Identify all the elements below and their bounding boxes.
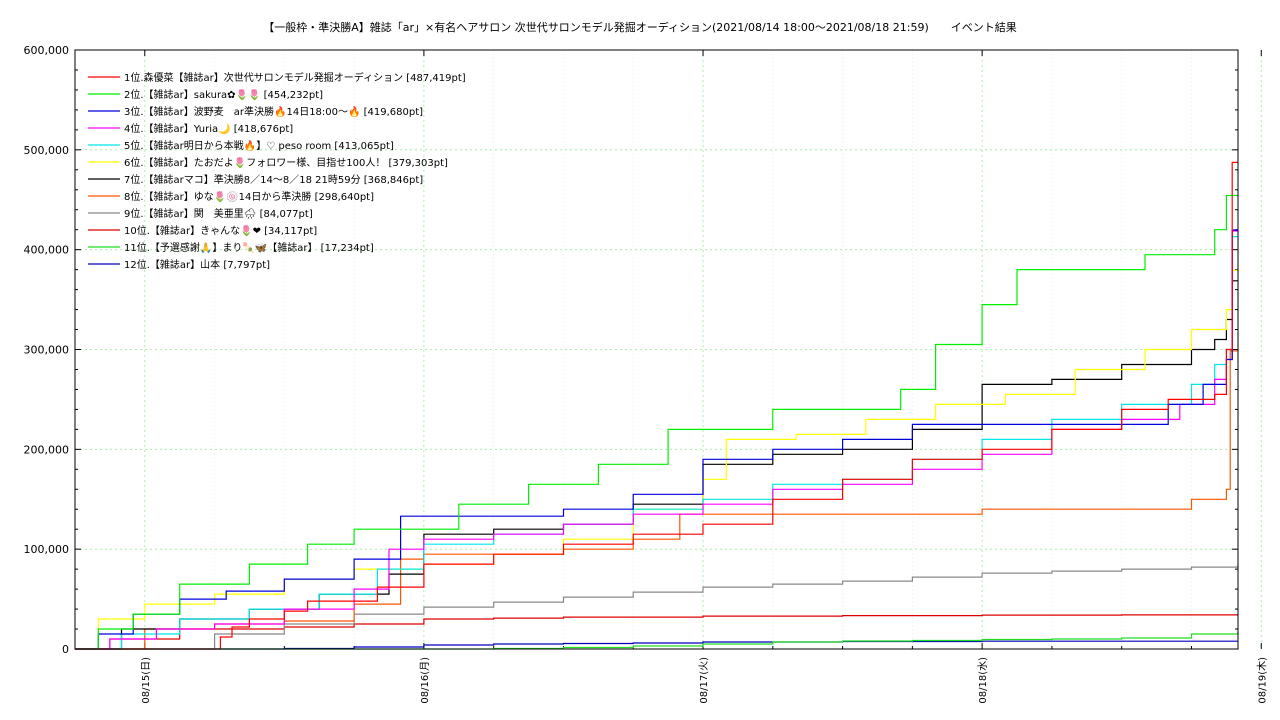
legend-label: 7位.【雑誌arマコ】準決勝8／14～8／18 21時59分 [368,846p…: [124, 173, 423, 186]
y-tick-label: 100,000: [24, 543, 70, 556]
y-tick-label: 600,000: [24, 44, 70, 57]
x-axis: 08/15(日) 08/16(月) 08/17(火) 08/18(水) 08/19(木): [141, 50, 1268, 704]
series-line-12: [75, 640, 1238, 650]
y-tick-label: 400,000: [24, 244, 70, 257]
y-tick-label: 300,000: [24, 344, 70, 357]
x-tick-label: 08/18(水): [977, 657, 989, 704]
legend-label: 1位.森優菜【雑誌ar】次世代サロンモデル発掘オーディション [487,419p…: [124, 71, 466, 84]
legend-label: 8位.【雑誌ar】ゆな🌷🍥14日から準決勝 [298,640pt]: [124, 190, 374, 203]
x-tick-label: 08/16(月): [419, 657, 431, 704]
y-tick-label: 200,000: [24, 443, 70, 456]
series-line-2: [75, 194, 1238, 650]
series-line-3: [75, 229, 1238, 650]
legend-label: 5位.【雑誌ar明日から本戦🔥】♡ peso room [413,065pt]: [124, 139, 394, 152]
y-tick-label: 500,000: [24, 144, 70, 157]
chart-title: 【一般枠・準決勝A】雑誌「ar」×有名ヘアサロン 次世代サロンモデル発掘オーディ…: [263, 21, 1017, 34]
series-line-8: [75, 350, 1238, 650]
x-tick-label: 08/19(木): [1256, 657, 1268, 704]
legend-label: 10位.【雑誌ar】きゃんな🌷❤ [34,117pt]: [124, 224, 317, 237]
legend: 1位.森優菜【雑誌ar】次世代サロンモデル発掘オーディション [487,419p…: [88, 71, 466, 271]
legend-label: 11位.【予選感謝🙏】まり🍡🦋【雑誌ar】 [17,234pt]: [124, 241, 374, 254]
legend-label: 9位.【雑誌ar】関 美亜里🌧 [84,077pt]: [124, 207, 313, 220]
x-tick-label: 08/15(日): [141, 657, 152, 704]
grid-lines: [75, 50, 1262, 649]
y-axis: 0 100,000 200,000 300,000 400,000 500,000 600,…: [24, 44, 1238, 656]
legend-label: 4位.【雑誌ar】Yuria🌙 [418,676pt]: [124, 122, 293, 135]
legend-label: 6位.【雑誌ar】たおだよ🌷フォロワー様、目指せ100人！ [379,303pt…: [124, 156, 448, 169]
legend-label: 12位.【雑誌ar】山本 [7,797pt]: [124, 258, 270, 271]
legend-label: 3位.【雑誌ar】波野麦 ar準決勝🔥14日18:00～🔥 [419,680pt…: [124, 105, 423, 118]
series-line-5: [75, 236, 1238, 650]
series-line-6: [75, 269, 1238, 650]
series-line-1: [75, 161, 1238, 650]
y-tick-label: 0: [62, 643, 69, 656]
series-line-4: [75, 230, 1238, 650]
plot-frame: [74, 49, 1239, 650]
legend-label: 2位.【雑誌ar】sakura✿🌷🌷 [454,232pt]: [124, 88, 323, 101]
x-tick-label: 08/17(火): [698, 657, 710, 704]
